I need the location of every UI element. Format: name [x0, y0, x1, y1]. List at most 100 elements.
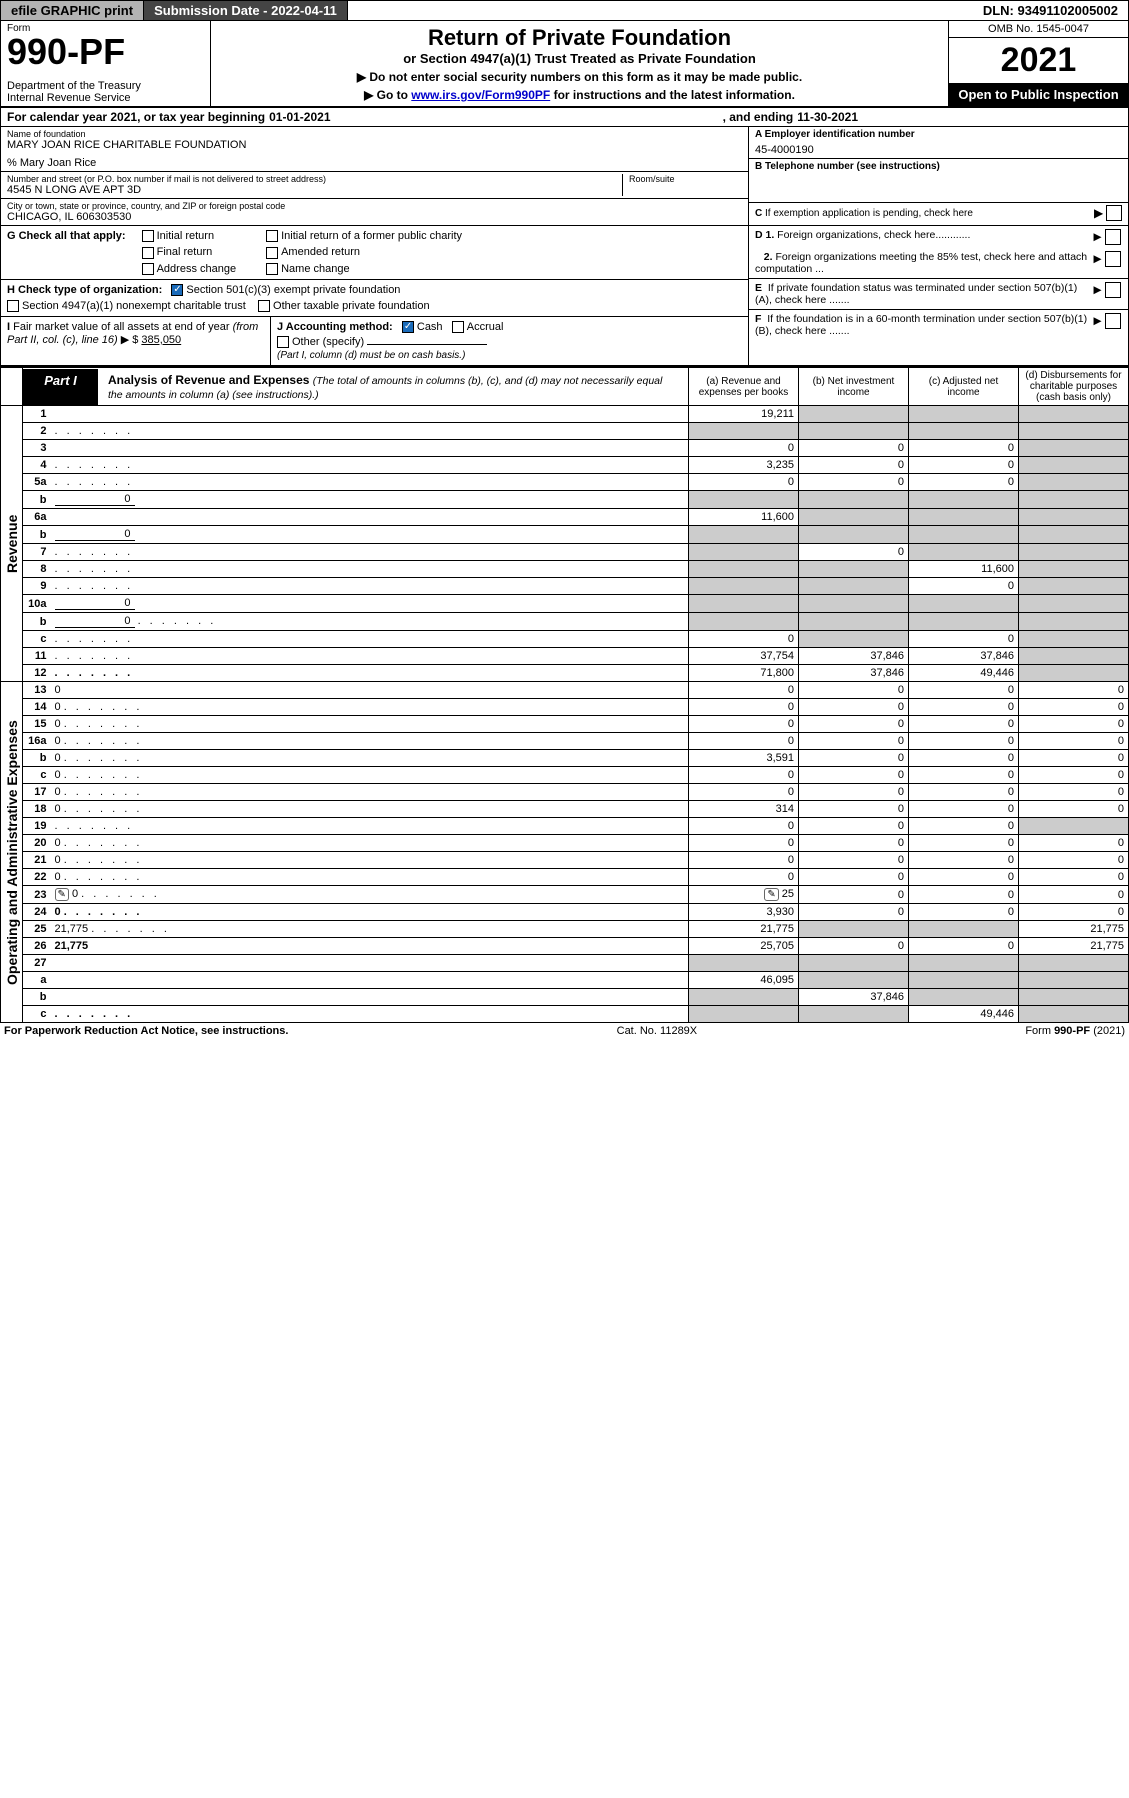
table-row: b37,846 [1, 989, 1129, 1006]
city-state-zip: CHICAGO, IL 606303530 [7, 211, 742, 223]
table-row: 150 . . . . . . .0000 [1, 716, 1129, 733]
table-row: 140 . . . . . . .0000 [1, 699, 1129, 716]
table-row: 200 . . . . . . .0000 [1, 835, 1129, 852]
bullet-2: ▶ Go to www.irs.gov/Form990PF for instru… [219, 88, 940, 102]
table-row: c . . . . . . .00 [1, 631, 1129, 648]
part1-tag: Part I [23, 369, 98, 405]
chk-e[interactable] [1105, 282, 1121, 298]
g-label: G Check all that apply: [7, 230, 126, 242]
fmv-value: 385,050 [141, 334, 181, 346]
foundation-info: Name of foundation MARY JOAN RICE CHARIT… [0, 127, 1129, 226]
table-row: 5a . . . . . . .000 [1, 474, 1129, 491]
chk-name-change[interactable] [266, 263, 278, 275]
table-row: c0 . . . . . . .0000 [1, 767, 1129, 784]
form-header: Form 990-PF Department of the Treasury I… [0, 21, 1129, 108]
note-icon[interactable]: ✎ [764, 888, 778, 901]
ein-value: 45-4000190 [755, 144, 1122, 156]
dln: DLN: 93491102005002 [973, 1, 1128, 20]
table-row: c . . . . . . .49,446 [1, 1006, 1129, 1023]
table-row: 4 . . . . . . .3,23500 [1, 457, 1129, 474]
table-row: 170 . . . . . . .0000 [1, 784, 1129, 801]
chk-4947[interactable] [7, 300, 19, 312]
footer-mid: Cat. No. 11289X [617, 1025, 698, 1037]
submission-date: Submission Date - 2022-04-11 [144, 1, 348, 20]
table-row: b 0 [1, 526, 1129, 544]
phone-label: B Telephone number (see instructions) [755, 161, 940, 172]
table-row: 12 . . . . . . .71,80037,84649,446 [1, 665, 1129, 682]
table-row: 2521,775 . . . . . . .21,77521,775 [1, 921, 1129, 938]
chk-d1[interactable] [1105, 229, 1121, 245]
chk-accrual[interactable] [452, 321, 464, 333]
page-footer: For Paperwork Reduction Act Notice, see … [0, 1023, 1129, 1039]
dept: Department of the Treasury Internal Reve… [7, 80, 204, 104]
table-row: 3000 [1, 440, 1129, 457]
street-address: 4545 N LONG AVE APT 3D [7, 184, 622, 196]
side-expenses: Operating and Administrative Expenses [1, 682, 23, 1023]
c-checkbox[interactable] [1106, 205, 1122, 221]
table-row: 27 [1, 955, 1129, 972]
table-row: a46,095 [1, 972, 1129, 989]
tax-year: 2021 [949, 38, 1128, 83]
table-row: b 0 [1, 491, 1129, 509]
table-row: 23✎ 0 . . . . . . .✎ 25000 [1, 886, 1129, 904]
table-row: 240 . . . . . . .3,930000 [1, 904, 1129, 921]
room-label: Room/suite [629, 174, 742, 184]
ein-label: A Employer identification number [755, 129, 915, 140]
footer-right: Form 990-PF (2021) [1025, 1025, 1125, 1037]
col-c-hdr: (c) Adjusted net income [909, 368, 1019, 406]
form-title: Return of Private Foundation [219, 25, 940, 51]
chk-address-change[interactable] [142, 263, 154, 275]
chk-initial-public[interactable] [266, 230, 278, 242]
chk-other-taxable[interactable] [258, 300, 270, 312]
table-row: 2621,77525,7050021,775 [1, 938, 1129, 955]
chk-other-method[interactable] [277, 336, 289, 348]
j-note: (Part I, column (d) must be on cash basi… [277, 350, 742, 361]
open-public-box: Open to Public Inspection [949, 83, 1128, 106]
table-row: Revenue119,211 [1, 406, 1129, 423]
table-row: Operating and Administrative Expenses130… [1, 682, 1129, 699]
form990pf-link[interactable]: www.irs.gov/Form990PF [411, 88, 550, 102]
c-label: If exemption application is pending, che… [765, 208, 973, 219]
chk-f[interactable] [1105, 313, 1121, 329]
table-row: 180 . . . . . . .314000 [1, 801, 1129, 818]
table-row: 220 . . . . . . .0000 [1, 869, 1129, 886]
topbar: efile GRAPHIC print Submission Date - 20… [0, 0, 1129, 21]
table-row: 8 . . . . . . .11,600 [1, 561, 1129, 578]
attachment-icon[interactable]: ✎ [55, 888, 69, 901]
part1-table: Part I Analysis of Revenue and Expenses … [0, 367, 1129, 1023]
footer-left: For Paperwork Reduction Act Notice, see … [4, 1025, 288, 1037]
omb-no: OMB No. 1545-0047 [949, 21, 1128, 38]
table-row: 16a0 . . . . . . .0000 [1, 733, 1129, 750]
table-row: b0 . . . . . . .3,591000 [1, 750, 1129, 767]
col-d-hdr: (d) Disbursements for charitable purpose… [1019, 368, 1129, 406]
table-row: 9 . . . . . . .0 [1, 578, 1129, 595]
city-label: City or town, state or province, country… [7, 201, 742, 211]
foundation-name: MARY JOAN RICE CHARITABLE FOUNDATION [7, 139, 742, 151]
table-row: 7 . . . . . . .0 [1, 544, 1129, 561]
chk-initial-return[interactable] [142, 230, 154, 242]
care-of: % Mary Joan Rice [7, 157, 742, 169]
table-row: 210 . . . . . . .0000 [1, 852, 1129, 869]
col-a-hdr: (a) Revenue and expenses per books [689, 368, 799, 406]
bullet-1: ▶ Do not enter social security numbers o… [219, 70, 940, 84]
part1-title: Analysis of Revenue and Expenses [108, 373, 309, 387]
table-row: 2 . . . . . . . [1, 423, 1129, 440]
calendar-year-line: For calendar year 2021, or tax year begi… [0, 108, 1129, 127]
addr-label: Number and street (or P.O. box number if… [7, 174, 622, 184]
section-gh: G Check all that apply: Initial return I… [0, 226, 1129, 367]
chk-501c3[interactable] [171, 284, 183, 296]
table-row: 19 . . . . . . .000 [1, 818, 1129, 835]
efile-btn[interactable]: efile GRAPHIC print [1, 1, 144, 20]
chk-final-return[interactable] [142, 247, 154, 259]
chk-d2[interactable] [1105, 251, 1121, 267]
h-label: H Check type of organization: [7, 284, 162, 296]
table-row: 10a 0 [1, 595, 1129, 613]
name-label: Name of foundation [7, 129, 742, 139]
j-label: J Accounting method: [277, 321, 393, 333]
chk-cash[interactable] [402, 321, 414, 333]
form-number: 990-PF [7, 34, 204, 70]
chk-amended-return[interactable] [266, 247, 278, 259]
side-revenue: Revenue [1, 406, 23, 682]
table-row: b 0 . . . . . . . [1, 613, 1129, 631]
table-row: 11 . . . . . . .37,75437,84637,846 [1, 648, 1129, 665]
